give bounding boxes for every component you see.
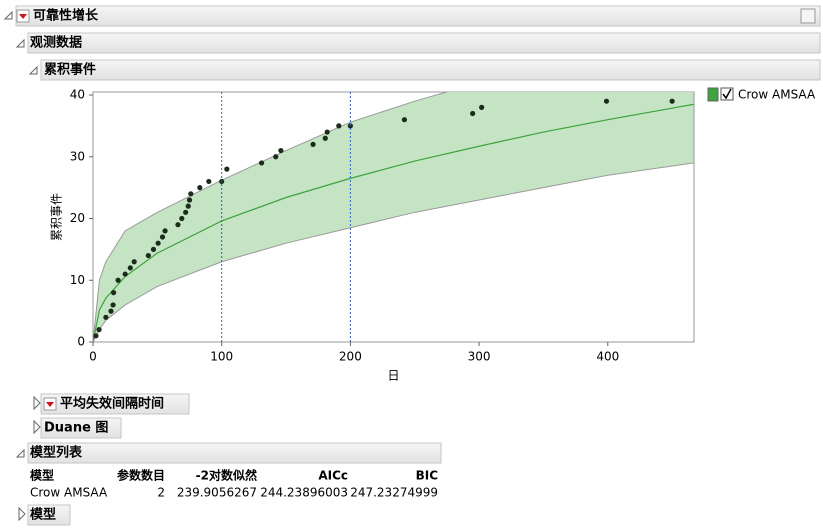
outline-title: 模型列表	[30, 445, 83, 461]
data-point	[603, 98, 610, 104]
outline-bar[interactable]	[27, 32, 821, 54]
data-point	[127, 265, 133, 271]
data-point	[122, 271, 128, 277]
table-cell: 239.9056267	[177, 486, 257, 500]
outline-bar[interactable]	[40, 417, 122, 439]
outline-title: 可靠性增长	[33, 8, 99, 24]
data-point	[108, 308, 114, 314]
data-point	[115, 277, 121, 283]
outline-title: 累积事件	[44, 62, 96, 78]
table-cell: 244.23896003	[260, 486, 348, 500]
outline-title: 观测数据	[30, 35, 82, 51]
data-point	[258, 160, 265, 166]
data-point	[179, 215, 185, 222]
data-point	[159, 234, 166, 240]
data-point	[470, 110, 476, 117]
menu-icon	[19, 14, 27, 19]
data-point	[110, 302, 116, 308]
outline-bar[interactable]	[40, 393, 190, 415]
data-point	[185, 203, 191, 209]
data-point	[206, 178, 212, 185]
disclosure[interactable]	[15, 38, 25, 48]
data-point	[224, 166, 230, 172]
disclosure[interactable]	[18, 506, 26, 522]
column-header: 参数数目	[117, 468, 165, 483]
data-point	[93, 333, 99, 339]
data-point	[186, 197, 193, 203]
y-tick-label: 0	[77, 335, 85, 349]
data-point	[322, 135, 328, 141]
data-point	[278, 147, 284, 154]
table-cell: 2	[157, 486, 165, 500]
data-point	[197, 185, 203, 191]
data-point	[110, 290, 117, 296]
outline-title: 模型	[30, 507, 56, 523]
y-tick-label: 10	[70, 273, 85, 287]
outline-title: Duane 图	[44, 421, 108, 436]
disclosure[interactable]	[33, 395, 41, 411]
data-point	[175, 222, 181, 228]
column-header: 模型	[30, 468, 54, 483]
y-tick-label: 20	[70, 211, 85, 225]
data-point	[479, 104, 485, 110]
legend-swatch	[707, 87, 719, 102]
y-tick-label: 30	[70, 149, 85, 163]
disclosure[interactable]	[28, 65, 38, 75]
data-point	[324, 129, 330, 135]
data-point	[162, 228, 168, 234]
data-point	[669, 98, 675, 104]
plot-content	[93, 92, 694, 342]
outline-title: 平均失效间隔时间	[60, 396, 164, 412]
x-tick-label: 200	[339, 350, 362, 364]
fit-line	[93, 103, 694, 342]
confidence-band	[93, 92, 694, 342]
y-tick-label: 40	[70, 88, 85, 102]
legend-label: Crow AMSAA	[738, 88, 816, 102]
data-point	[150, 246, 157, 252]
disclosure[interactable]	[33, 419, 41, 435]
x-tick-label: 300	[468, 350, 491, 364]
outline-bar[interactable]	[27, 504, 71, 526]
y-axis-label: 累积事件	[50, 193, 64, 241]
disclosure[interactable]	[3, 10, 13, 20]
data-point	[103, 314, 109, 320]
column-header: BIC	[416, 469, 439, 483]
disclosure[interactable]	[15, 448, 25, 458]
model-table: 模型 参数数目 -2对数似然 AICc BIC Crow AMSAA 2 239.905626…	[30, 468, 438, 500]
outline-bar[interactable]	[27, 442, 442, 464]
table-cell: 247.23274999	[350, 486, 438, 500]
data-point	[273, 154, 279, 160]
data-point	[145, 252, 151, 259]
check-mark	[722, 88, 732, 100]
menu-icon	[46, 402, 54, 407]
outline-bar[interactable]	[15, 5, 821, 27]
table-cell: Crow AMSAA	[30, 486, 108, 500]
outline-bar[interactable]	[40, 59, 821, 81]
data-point	[188, 191, 194, 197]
data-point	[155, 240, 161, 246]
x-tick-label: 0	[89, 350, 97, 364]
data-point	[96, 327, 102, 333]
x-axis-label: 日	[387, 369, 399, 383]
data-point	[183, 209, 189, 215]
column-header: AICc	[318, 469, 348, 483]
pin-icon[interactable]	[800, 8, 816, 24]
data-point	[401, 117, 408, 123]
data-point	[131, 259, 137, 265]
column-header: -2对数似然	[196, 468, 257, 483]
x-tick-label: 400	[596, 350, 619, 364]
data-point	[310, 141, 316, 147]
x-tick-label: 100	[210, 350, 233, 364]
data-point	[336, 123, 342, 129]
